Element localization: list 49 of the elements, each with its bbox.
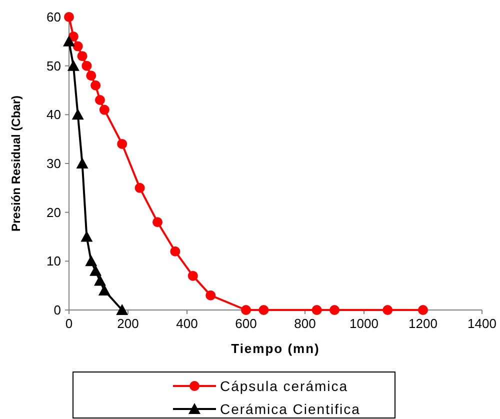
point bbox=[82, 60, 92, 71]
point bbox=[94, 274, 106, 286]
point bbox=[382, 305, 393, 315]
point bbox=[94, 95, 105, 106]
legend-label: Cerámica Cientifica bbox=[220, 401, 360, 417]
point bbox=[90, 264, 102, 276]
point bbox=[72, 41, 83, 52]
point bbox=[86, 70, 96, 81]
point bbox=[67, 60, 80, 71]
x-axis-title: Tiempo (mn) bbox=[231, 341, 320, 356]
point bbox=[72, 108, 84, 120]
x-tick-label: 200 bbox=[117, 316, 139, 331]
point bbox=[206, 290, 216, 300]
x-tick-label: 0 bbox=[65, 316, 73, 331]
x-tick-label: 1400 bbox=[468, 316, 496, 331]
point bbox=[312, 305, 322, 315]
point bbox=[152, 217, 162, 228]
legend-label: Cápsula cerámica bbox=[220, 378, 348, 394]
point bbox=[80, 230, 93, 242]
point bbox=[188, 270, 198, 281]
y-tick-label: 0 bbox=[54, 302, 61, 318]
point bbox=[85, 255, 98, 266]
point bbox=[117, 138, 128, 149]
x-tick-label: 400 bbox=[176, 316, 198, 331]
y-tick-label: 40 bbox=[46, 107, 61, 122]
x-tick-label: 1000 bbox=[350, 316, 378, 331]
point bbox=[116, 304, 128, 315]
point bbox=[64, 12, 74, 22]
point bbox=[258, 305, 269, 315]
point bbox=[418, 305, 428, 315]
y-tick-label: 20 bbox=[46, 204, 61, 220]
x-tick-label: 800 bbox=[294, 316, 316, 331]
point bbox=[330, 305, 340, 315]
y-tick-label: 50 bbox=[46, 58, 61, 74]
point bbox=[90, 80, 101, 90]
point bbox=[98, 284, 110, 296]
point bbox=[76, 158, 88, 168]
point bbox=[134, 182, 145, 193]
point bbox=[63, 35, 75, 46]
x-tick-label: 1200 bbox=[408, 316, 438, 331]
y-axis-title: Presión Residual (Cbar) bbox=[9, 95, 23, 232]
y-tick-label: 60 bbox=[46, 10, 61, 24]
point bbox=[241, 305, 251, 315]
point bbox=[77, 51, 88, 62]
y-tick-label: 30 bbox=[46, 156, 61, 171]
point bbox=[170, 246, 180, 256]
point bbox=[99, 104, 110, 115]
x-tick-label: 600 bbox=[235, 316, 257, 331]
y-tick-label: 10 bbox=[46, 254, 61, 269]
